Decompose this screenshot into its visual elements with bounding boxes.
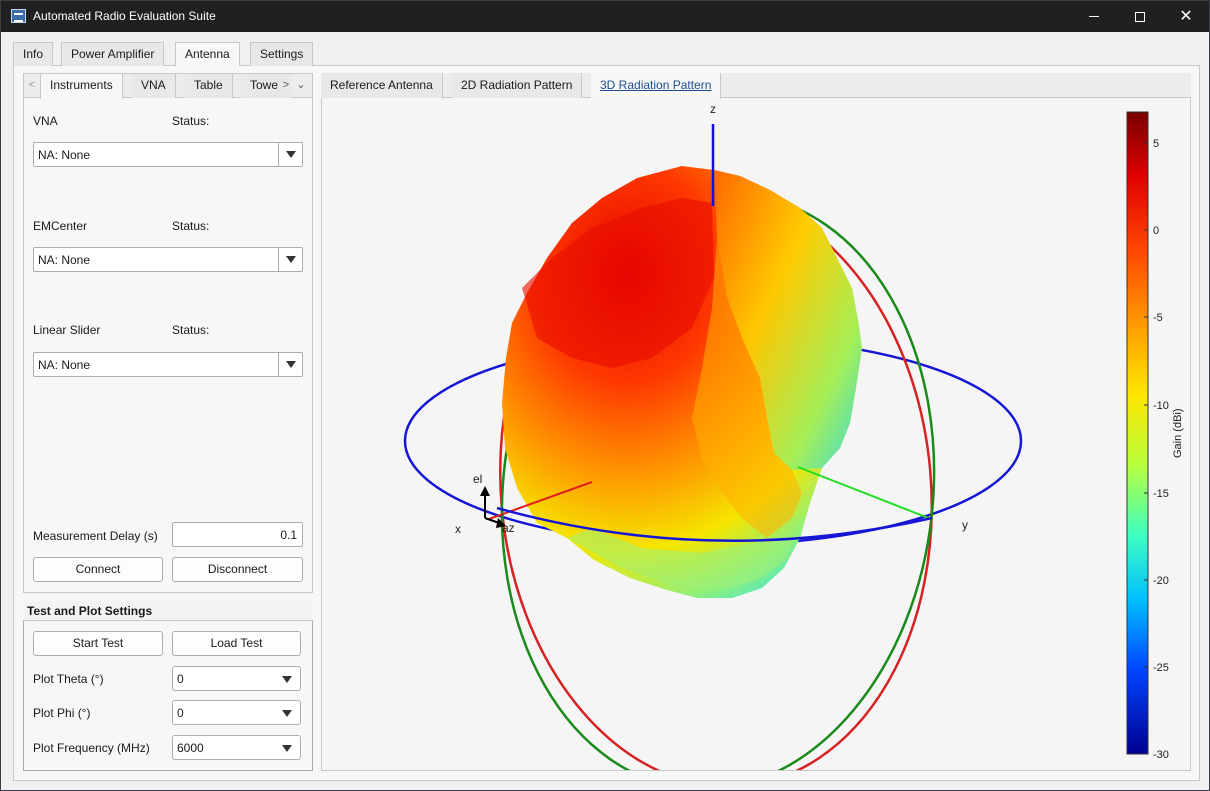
plot-frequency-chevron-down-icon [282,745,292,752]
plot-phi-chevron-down-icon [282,710,292,717]
plot-frequency-value: 6000 [177,741,204,755]
load-test-button[interactable]: Load Test [172,631,301,656]
tab-scroll-right-icon[interactable]: > [282,79,290,91]
measurement-delay-label: Measurement Delay (s) [33,529,158,543]
plot-theta-value: 0 [177,672,184,686]
tab-settings[interactable]: Settings [250,42,314,66]
plot-frequency-select[interactable]: 6000 [172,735,301,760]
radiation-lobe [502,166,862,598]
close-icon: ✕ [1179,7,1193,25]
test-plot-settings-title: Test and Plot Settings [23,601,313,621]
minimize-icon [1089,16,1099,17]
colorbar-tick-label: 0 [1153,225,1159,237]
tab-2d-radiation-pattern[interactable]: 2D Radiation Pattern [452,73,583,98]
disconnect-button[interactable]: Disconnect [172,557,303,582]
maximize-icon [1135,11,1145,22]
tab-tower[interactable]: Towe [241,74,291,98]
instrument-tab-bar: < Instruments VNA Table Towe > ⌄ [24,74,312,99]
plot-phi-select[interactable]: 0 [172,700,301,725]
azimuth-circle-front-arc [496,506,933,542]
radiation-pattern-3d-plot[interactable]: z x y el az 5 0 -5 -10 -15 -20 -25 -30 G… [322,98,1190,770]
title-bar: Automated Radio Evaluation Suite ✕ [1,1,1209,32]
colorbar-tick-label: -20 [1153,575,1169,587]
tab-3d-radiation-pattern[interactable]: 3D Radiation Pattern [591,73,722,99]
tab-instruments[interactable]: Instruments [40,74,123,99]
start-test-button[interactable]: Start Test [33,631,163,656]
linear-slider-dropdown-value: NA: None [38,358,91,372]
x-axis-line [488,481,593,520]
z-axis-label: z [710,102,716,116]
y-axis-label: y [962,518,968,532]
emcenter-dropdown-value: NA: None [38,253,91,267]
vna-dropdown-arrow-icon[interactable] [278,143,302,166]
tab-scroll-left-icon[interactable]: < [28,79,36,91]
tab-power-amplifier[interactable]: Power Amplifier [61,42,165,66]
plot-frequency-label: Plot Frequency (MHz) [33,741,150,755]
linear-slider-label: Linear Slider [33,323,101,337]
az-label: az [502,521,515,535]
colorbar-tick-label: 5 [1153,138,1159,150]
el-az-indicator-icon [480,486,506,528]
close-button[interactable]: ✕ [1163,1,1209,32]
colorbar-label: Gain (dBi) [1172,408,1184,458]
linear-slider-dropdown[interactable]: NA: None [33,352,303,377]
el-label: el [473,472,482,486]
y-axis-line [797,466,932,520]
emcenter-status-label: Status: [172,219,210,233]
x-axis-label: x [455,522,461,536]
emcenter-dropdown-arrow-icon[interactable] [278,248,302,271]
plot-tab-bar: Reference Antenna 2D Radiation Pattern 3… [321,73,1191,99]
tab-info[interactable]: Info [13,42,54,66]
linear-slider-status-label: Status: [172,323,210,337]
emcenter-dropdown[interactable]: NA: None [33,247,303,272]
minimize-button[interactable] [1071,1,1117,32]
linear-slider-dropdown-arrow-icon[interactable] [278,353,302,376]
tab-vna[interactable]: VNA [132,74,176,98]
colorbar-tick-label: -15 [1153,488,1169,500]
vna-status-label: Status: [172,114,210,128]
vna-dropdown[interactable]: NA: None [33,142,303,167]
plot-theta-select[interactable]: 0 [172,666,301,691]
emcenter-label: EMCenter [33,219,88,233]
colorbar-tick-label: -5 [1153,312,1163,324]
colorbar-tick-label: -25 [1153,662,1169,674]
plot-phi-label: Plot Phi (°) [33,706,91,720]
colorbar-ticks [1144,142,1148,755]
plot-theta-label: Plot Theta (°) [33,672,104,686]
window-title: Automated Radio Evaluation Suite [33,9,216,23]
plot-theta-chevron-down-icon [282,676,292,683]
app-icon [11,9,26,23]
main-tab-bar: Info Power Amplifier Antenna Settings [13,42,1200,67]
measurement-delay-input[interactable]: 0.1 [172,522,303,547]
maximize-button[interactable] [1117,1,1163,32]
tab-table[interactable]: Table [185,74,233,98]
vna-label: VNA [33,114,58,128]
vna-dropdown-value: NA: None [38,148,91,162]
tab-reference-antenna[interactable]: Reference Antenna [321,73,443,98]
colorbar-tick-label: -10 [1153,400,1169,412]
connect-button[interactable]: Connect [33,557,163,582]
tab-list-chevron-down-icon[interactable]: ⌄ [296,79,306,91]
colorbar-tick-label: -30 [1153,749,1169,761]
plot-phi-value: 0 [177,706,184,720]
tab-antenna[interactable]: Antenna [175,42,240,67]
colorbar [1126,111,1149,755]
